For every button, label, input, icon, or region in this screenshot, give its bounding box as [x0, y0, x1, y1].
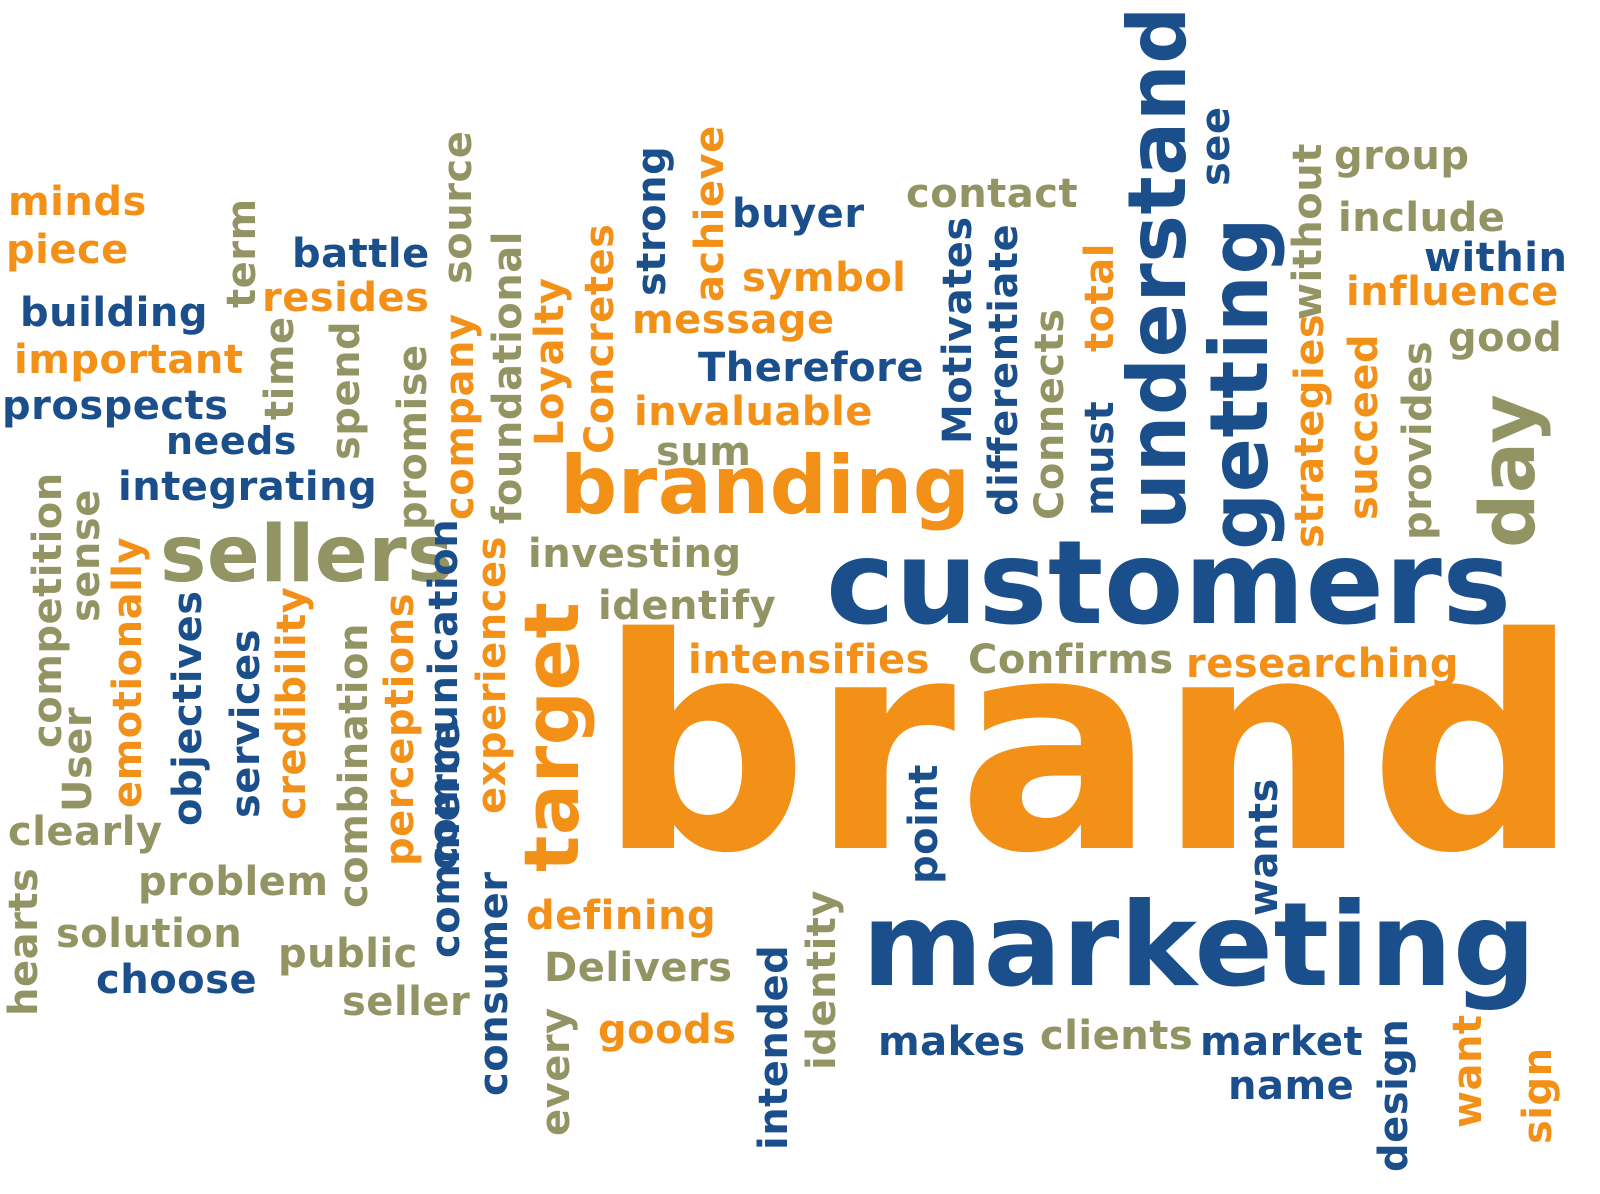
- word-experiences: experiences: [469, 536, 515, 814]
- word-sign: sign: [1515, 1047, 1561, 1144]
- word-sellers: sellers: [160, 510, 455, 600]
- word-researching: researching: [1186, 641, 1460, 687]
- word-problem: problem: [138, 859, 329, 905]
- word-concretes: Concretes: [577, 223, 623, 454]
- word-name: name: [1228, 1063, 1355, 1109]
- word-every: every: [533, 1007, 579, 1136]
- word-succeed: succeed: [1341, 333, 1387, 520]
- word-source: source: [435, 130, 481, 284]
- word-term: term: [219, 198, 265, 308]
- word-minds: minds: [8, 179, 147, 225]
- word-group: group: [1334, 133, 1470, 179]
- word-therefore: Therefore: [698, 345, 924, 391]
- word-public: public: [278, 931, 418, 977]
- word-piece: piece: [6, 227, 129, 273]
- word-goods: goods: [598, 1007, 737, 1053]
- word-choose: choose: [96, 957, 258, 1003]
- word-clearly: clearly: [8, 809, 163, 855]
- word-influence: influence: [1346, 269, 1559, 315]
- word-foundational: foundational: [485, 231, 531, 524]
- word-point: point: [901, 764, 947, 884]
- word-intensifies: intensifies: [688, 637, 930, 683]
- word-provides: provides: [1395, 340, 1441, 540]
- word-company: company: [437, 313, 483, 520]
- word-sense: sense: [63, 489, 109, 622]
- word-combination: combination: [331, 623, 377, 908]
- word-strong: strong: [629, 145, 675, 296]
- word-customers: customers: [826, 516, 1512, 651]
- word-invaluable: invaluable: [634, 389, 873, 435]
- word-identify: identify: [598, 583, 777, 629]
- word-commerce: commerce: [423, 721, 469, 958]
- word-perceptions: perceptions: [377, 592, 423, 866]
- word-want: want: [1445, 1014, 1491, 1128]
- word-symbol: symbol: [742, 255, 907, 301]
- word-promise: promise: [390, 344, 436, 530]
- word-services: services: [223, 628, 269, 818]
- word-credibility: credibility: [269, 586, 315, 820]
- word-understand: understand: [1111, 6, 1204, 530]
- word-defining: defining: [526, 893, 717, 939]
- word-battle: battle: [292, 231, 430, 277]
- word-loyalty: Loyalty: [527, 277, 573, 446]
- word-buyer: buyer: [732, 191, 865, 237]
- word-consumer: consumer: [471, 871, 517, 1097]
- word-confirms: Confirms: [968, 637, 1174, 683]
- word-user: User: [55, 706, 101, 812]
- word-clients: clients: [1040, 1013, 1194, 1059]
- word-motivates: Motivates: [935, 216, 981, 444]
- word-building: building: [20, 290, 208, 336]
- word-strategies: strategies: [1287, 313, 1333, 548]
- word-sum: sum: [656, 429, 752, 475]
- word-contact: contact: [906, 171, 1079, 217]
- word-branding: branding: [560, 439, 971, 532]
- word-differentiate: differentiate: [981, 223, 1027, 516]
- word-needs: needs: [166, 419, 297, 463]
- word-marketing: marketing: [862, 878, 1537, 1013]
- word-solution: solution: [56, 911, 243, 957]
- word-design: design: [1371, 1018, 1417, 1172]
- word-important: important: [14, 337, 244, 383]
- word-emotionally: emotionally: [105, 536, 151, 808]
- word-include: include: [1338, 195, 1506, 241]
- word-delivers: Delivers: [544, 945, 733, 991]
- word-intended: intended: [751, 944, 797, 1150]
- word-connects: Connects: [1027, 308, 1073, 520]
- word-time: time: [257, 316, 303, 420]
- word-hearts: hearts: [1, 867, 47, 1016]
- word-without: without: [1285, 143, 1331, 320]
- word-integrating: integrating: [118, 464, 378, 510]
- word-within: within: [1424, 235, 1568, 281]
- word-prospects: prospects: [2, 383, 229, 429]
- word-resides: resides: [262, 275, 430, 321]
- word-identity: identity: [799, 890, 845, 1070]
- word-achieve: achieve: [687, 125, 733, 302]
- word-target: target: [507, 601, 596, 872]
- word-spend: spend: [323, 320, 369, 460]
- word-market: market: [1200, 1019, 1364, 1065]
- word-makes: makes: [878, 1019, 1026, 1065]
- word-investing: investing: [528, 531, 742, 577]
- word-brand: brand: [598, 576, 1582, 918]
- word-see: see: [1193, 106, 1239, 186]
- word-seller: seller: [342, 979, 471, 1025]
- word-getting: getting: [1193, 216, 1286, 550]
- word-objectives: objectives: [165, 590, 211, 826]
- word-message: message: [632, 297, 835, 343]
- word-good: good: [1448, 315, 1563, 361]
